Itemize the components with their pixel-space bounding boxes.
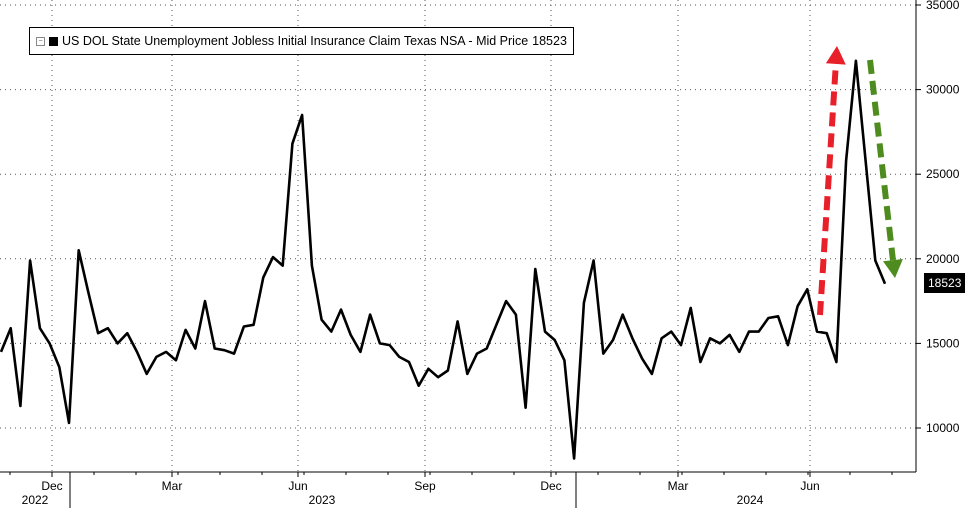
down-arrow-head <box>883 259 903 278</box>
y-axis-ticks: 10000 15000 20000 25000 30000 35000 <box>916 0 960 435</box>
x-tick-label: Mar <box>668 479 689 493</box>
y-tick-label: 35000 <box>926 0 960 12</box>
y-tick-label: 30000 <box>926 83 960 97</box>
x-year-label: 2024 <box>737 493 764 507</box>
x-tick-label: Sep <box>414 479 436 493</box>
annotation-arrows <box>817 46 903 316</box>
x-year-label: 2022 <box>22 493 49 507</box>
x-axis: Dec Mar Jun Sep Dec Mar Jun 2022 2023 2024 <box>0 0 917 508</box>
x-tick-label: Jun <box>800 479 819 493</box>
y-tick-label: 25000 <box>926 167 960 181</box>
grid-lines <box>0 0 916 472</box>
legend-last-value: 18523 <box>532 34 567 48</box>
series-line-group <box>0 59 887 460</box>
last-value-label: 18523 <box>924 273 966 293</box>
x-tick-label: Dec <box>540 479 561 493</box>
x-tick-label: Dec <box>41 479 62 493</box>
legend-swatch <box>49 36 58 46</box>
y-tick-label: 10000 <box>926 421 960 435</box>
legend-collapse-icon[interactable]: − <box>36 36 45 46</box>
x-year-label: 2023 <box>309 493 336 507</box>
down-arrow <box>867 59 903 278</box>
up-arrow-shaft <box>817 63 839 316</box>
up-arrow-head <box>825 46 846 65</box>
series-line <box>0 59 887 460</box>
legend: − US DOL State Unemployment Jobless Init… <box>29 27 574 55</box>
up-arrow <box>817 46 846 316</box>
x-tick-label: Mar <box>162 479 183 493</box>
y-tick-label: 15000 <box>926 336 960 350</box>
y-tick-label: 20000 <box>926 252 960 266</box>
x-tick-label: Jun <box>288 479 307 493</box>
down-arrow-shaft <box>867 59 896 261</box>
legend-series-name: US DOL State Unemployment Jobless Initia… <box>62 34 529 48</box>
